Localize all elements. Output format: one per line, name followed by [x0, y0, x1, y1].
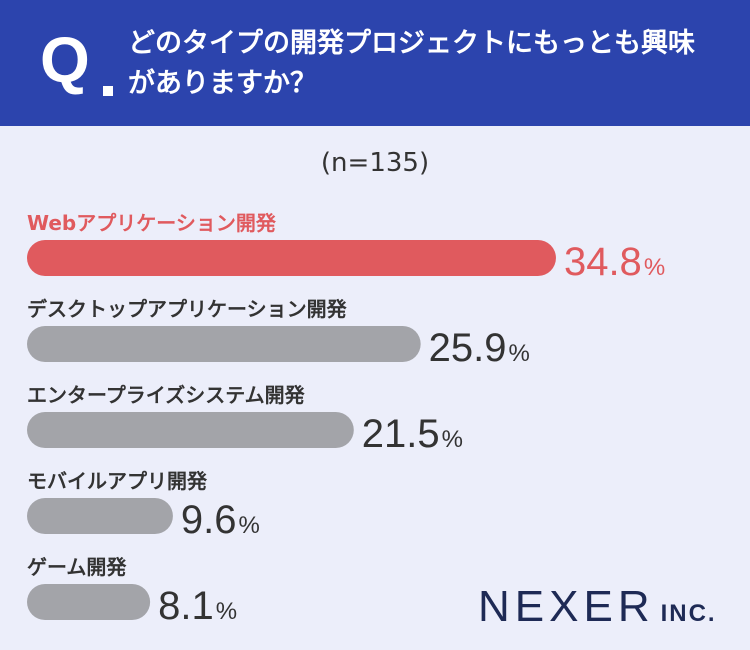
q-mark-dot [103, 86, 113, 96]
category-label: デスクトップアプリケーション開発 [27, 297, 348, 321]
bar [27, 584, 151, 620]
question-header: Q どのタイプの開発プロジェクトにもっとも興味がありますか？ [0, 0, 750, 126]
sample-size-label: (n=135) [320, 148, 430, 178]
category-label: エンタープライズシステム開発 [27, 383, 306, 407]
logo-suffix-text: INC. [660, 600, 717, 627]
value-label: 8.1% [158, 584, 237, 628]
question-text: どのタイプの開発プロジェクトにもっとも興味がありますか？ [128, 28, 695, 99]
nexer-logo: NEXER INC. [478, 582, 717, 632]
category-label: モバイルアプリ開発 [27, 469, 208, 493]
bar [27, 240, 556, 276]
category-label: Webアプリケーション開発 [27, 211, 277, 235]
category-label: ゲーム開発 [27, 555, 127, 579]
logo-main-text: NEXER [478, 582, 655, 631]
bar [27, 498, 173, 534]
value-label: 9.6% [181, 498, 260, 542]
q-mark: Q [40, 24, 90, 96]
value-label: 34.8% [564, 240, 665, 284]
bar [27, 412, 354, 448]
bar [27, 326, 421, 362]
value-label: 21.5% [362, 412, 463, 456]
value-label: 25.9% [429, 326, 530, 370]
